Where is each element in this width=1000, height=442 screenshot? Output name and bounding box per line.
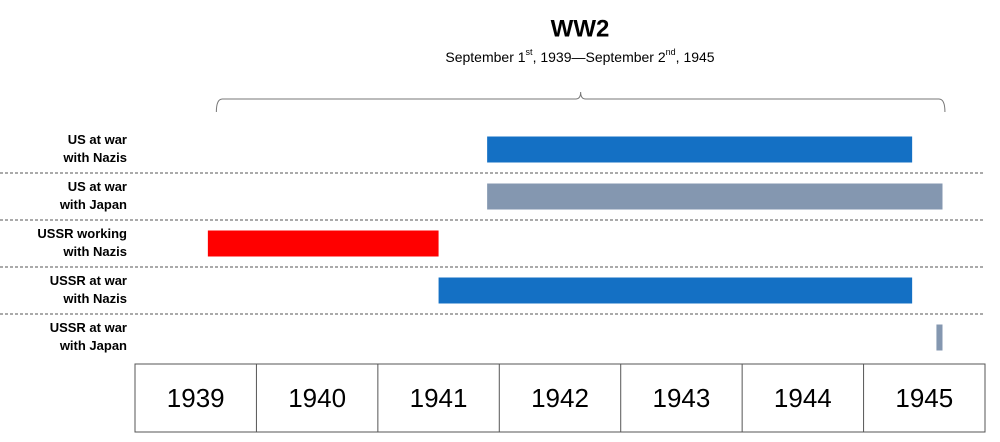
subtitle-part: , 1945 [676, 49, 715, 65]
x-tick-label: 1941 [410, 383, 468, 413]
subtitle-superscript: st [526, 47, 534, 57]
timeline-bar [207, 230, 439, 257]
x-tick-label: 1939 [167, 383, 225, 413]
row-label: US at war [68, 179, 127, 194]
subtitle-part: , 1939—September 2 [533, 49, 666, 65]
row-label: with Nazis [62, 291, 127, 306]
subtitle-superscript: nd [666, 47, 676, 57]
timeline-bar [487, 183, 943, 210]
timeline-bar [438, 277, 913, 304]
row-label: US at war [68, 132, 127, 147]
x-tick-label: 1942 [531, 383, 589, 413]
row-label: USSR working [37, 226, 127, 241]
subtitle-part: September 1 [445, 49, 525, 65]
x-tick-label: 1940 [288, 383, 346, 413]
timeline-bar [487, 136, 913, 163]
timeline-bar [936, 324, 943, 351]
x-tick-label: 1944 [774, 383, 832, 413]
x-tick-label: 1943 [653, 383, 711, 413]
chart-title: WW2 [551, 15, 610, 42]
row-label: USSR at war [50, 320, 127, 335]
chart-subtitle: September 1st, 1939—September 2nd, 1945 [445, 47, 714, 64]
row-label: with Nazis [62, 244, 127, 259]
row-label: USSR at war [50, 273, 127, 288]
x-tick-label: 1945 [895, 383, 953, 413]
brace [215, 91, 946, 113]
row-label: with Japan [59, 338, 127, 353]
row-label: with Japan [59, 197, 127, 212]
row-label: with Nazis [62, 150, 127, 165]
